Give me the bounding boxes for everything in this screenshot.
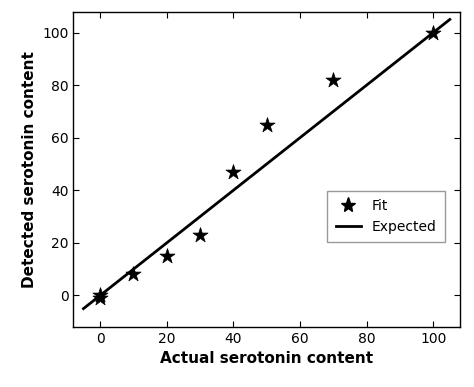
Point [329,77,337,83]
Point [129,271,137,277]
Point [163,253,171,259]
X-axis label: Actual serotonin content: Actual serotonin content [160,351,373,366]
Point [263,122,270,128]
Point [229,169,237,175]
Point [429,29,437,36]
Y-axis label: Detected serotonin content: Detected serotonin content [22,51,36,288]
Point [96,295,104,301]
Legend: Fit, Expected: Fit, Expected [328,191,445,242]
Point [196,232,204,238]
Point [96,293,104,299]
